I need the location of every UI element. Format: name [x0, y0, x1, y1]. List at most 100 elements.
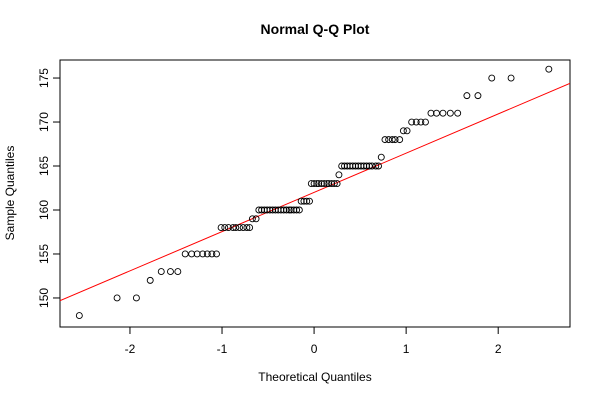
point	[225, 224, 232, 232]
point	[307, 180, 315, 188]
point	[320, 180, 328, 188]
y-tick-label: 165	[37, 156, 51, 176]
point	[463, 92, 471, 100]
point	[113, 294, 121, 302]
y-tick-label: 155	[37, 244, 51, 264]
point	[408, 118, 416, 126]
point	[375, 162, 382, 170]
point	[280, 206, 288, 214]
reference-line	[60, 82, 570, 302]
point	[193, 250, 201, 258]
point	[306, 197, 313, 205]
point	[295, 206, 303, 214]
point	[146, 276, 154, 284]
point	[290, 206, 298, 214]
point	[277, 206, 285, 214]
point	[346, 162, 354, 170]
y-axis-label: Sample Quantiles	[3, 146, 17, 241]
point	[199, 250, 207, 258]
point	[258, 206, 266, 214]
point	[75, 312, 83, 320]
point	[203, 250, 211, 258]
point	[252, 215, 260, 223]
point	[328, 180, 336, 188]
point	[221, 224, 229, 232]
y-tick-label: 175	[37, 68, 51, 88]
point	[325, 180, 333, 188]
point	[323, 180, 331, 188]
point	[399, 127, 407, 135]
point	[417, 118, 425, 126]
point	[412, 118, 420, 126]
point	[396, 136, 404, 144]
point	[439, 109, 447, 117]
point	[213, 250, 220, 258]
point	[285, 206, 293, 214]
point	[269, 206, 277, 214]
point	[349, 162, 357, 170]
point	[315, 180, 323, 188]
point	[217, 224, 225, 232]
y-tick-label: 170	[37, 112, 51, 132]
point	[236, 224, 243, 232]
point	[188, 250, 196, 258]
point	[352, 162, 359, 170]
chart-title: Normal Q-Q Plot	[261, 21, 370, 37]
point	[310, 180, 318, 188]
point	[391, 136, 399, 144]
point	[363, 162, 371, 170]
point	[283, 206, 290, 214]
x-axis-label: Theoretical Quantiles	[258, 370, 371, 384]
plot-box	[59, 59, 571, 328]
point	[260, 206, 268, 214]
point	[132, 294, 140, 302]
point	[243, 224, 251, 232]
point	[330, 180, 338, 188]
x-tick-label: 2	[495, 342, 502, 356]
point	[488, 74, 496, 82]
point	[372, 162, 380, 170]
point	[360, 162, 368, 170]
point	[181, 250, 189, 258]
point	[208, 250, 216, 258]
point	[248, 215, 256, 223]
point	[446, 109, 454, 117]
point	[454, 109, 462, 117]
x-tick-label: -1	[217, 342, 228, 356]
x-tick-label: 1	[403, 342, 410, 356]
x-tick-label: 0	[311, 342, 318, 356]
x-tick-label: -2	[125, 342, 136, 356]
point	[300, 197, 308, 205]
point	[232, 224, 240, 232]
point	[427, 109, 435, 117]
point	[303, 197, 311, 205]
point	[157, 268, 165, 276]
point	[266, 206, 274, 214]
point	[297, 197, 305, 205]
point	[377, 153, 385, 161]
point	[388, 136, 396, 144]
point	[343, 162, 351, 170]
point	[335, 171, 343, 179]
point	[317, 180, 325, 188]
point	[422, 118, 429, 126]
point	[381, 136, 389, 144]
point	[507, 74, 515, 82]
point	[333, 180, 341, 188]
point	[263, 206, 271, 214]
point	[174, 268, 182, 276]
point	[271, 206, 279, 214]
point	[338, 162, 346, 170]
point	[167, 268, 174, 276]
point	[255, 206, 263, 214]
point	[293, 206, 301, 214]
point	[474, 92, 482, 100]
point	[274, 206, 282, 214]
y-tick-label: 150	[37, 288, 51, 308]
point	[287, 206, 295, 214]
point	[341, 162, 348, 170]
y-tick-label: 160	[37, 200, 51, 220]
point	[246, 224, 254, 232]
point	[354, 162, 362, 170]
